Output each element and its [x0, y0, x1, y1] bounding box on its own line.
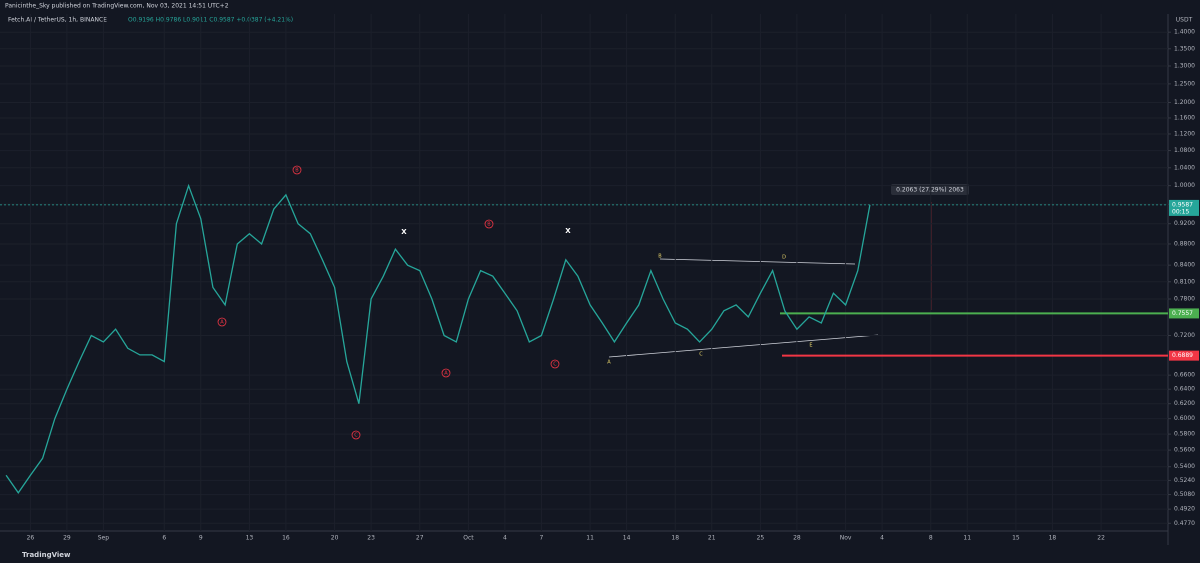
y-tick-label: 1.1200 — [1174, 130, 1195, 137]
wave-label: A — [444, 371, 448, 377]
price-line — [5, 183, 871, 494]
axis-unit: USDT — [1176, 17, 1193, 24]
wave-label: D — [782, 255, 786, 261]
y-tick-label: 1.0800 — [1174, 147, 1195, 154]
y-tick-label: 0.5600 — [1174, 447, 1195, 454]
x-tick-label: Oct — [463, 535, 474, 542]
triangle-lower-line — [608, 334, 879, 358]
wave-label: X — [565, 227, 571, 235]
wave-label: A — [220, 320, 224, 326]
measure-box — [891, 184, 969, 195]
y-tick-label: 0.8400 — [1174, 262, 1195, 269]
level-label: 0.6889 — [1172, 352, 1193, 359]
y-tick-label: 0.4920 — [1174, 506, 1195, 513]
y-tick-label: 1.0000 — [1174, 182, 1195, 189]
y-tick-label: 1.1600 — [1174, 114, 1195, 121]
y-tick-label: 0.6600 — [1174, 372, 1195, 379]
x-tick-label: 9 — [199, 535, 203, 542]
y-tick-label: 1.0400 — [1174, 164, 1195, 171]
x-tick-label: 20 — [331, 535, 339, 542]
y-tick-label: 0.8800 — [1174, 240, 1195, 247]
level-tag — [1169, 350, 1199, 361]
y-tick-label: 0.5240 — [1174, 477, 1195, 484]
x-tick-label: 4 — [503, 535, 507, 542]
x-tick-label: 22 — [1097, 535, 1105, 542]
x-tick-label: 15 — [1012, 535, 1020, 542]
y-tick-label: 1.3500 — [1174, 45, 1195, 52]
wave-label: B — [295, 168, 299, 174]
wave-label: C — [699, 352, 703, 358]
y-tick-label: 0.5800 — [1174, 431, 1195, 438]
y-tick-label: 0.8100 — [1174, 278, 1195, 285]
wave-label: B — [658, 254, 662, 260]
published-note: Panicinthe_Sky published on TradingView.… — [5, 3, 229, 10]
level-tag — [1169, 199, 1199, 216]
y-tick-label: 0.6200 — [1174, 400, 1195, 407]
x-tick-label: 18 — [671, 535, 679, 542]
x-tick-label: 6 — [162, 535, 166, 542]
y-tick-label: 1.2500 — [1174, 80, 1195, 87]
y-tick-label: 0.9200 — [1174, 220, 1195, 227]
y-tick-label: 0.5400 — [1174, 463, 1195, 470]
footer-brand: TradingView — [22, 551, 71, 559]
x-tick-label: 8 — [929, 535, 933, 542]
x-tick-label: 27 — [416, 535, 424, 542]
wave-circle — [441, 368, 451, 378]
y-tick-label: 1.2000 — [1174, 99, 1195, 106]
y-tick-label: 0.4770 — [1174, 520, 1195, 527]
y-tick-label: 1.4000 — [1174, 29, 1195, 36]
level-label: 0.9587 — [1172, 201, 1193, 208]
y-tick-label: 1.3000 — [1174, 63, 1195, 70]
wave-circle — [550, 359, 560, 369]
x-tick-label: 11 — [963, 535, 971, 542]
level-tag — [1169, 308, 1199, 319]
level-label: 0.7557 — [1172, 310, 1193, 317]
wave-label: B — [487, 222, 491, 228]
x-tick-label: 23 — [367, 535, 375, 542]
x-tick-label: 7 — [540, 535, 544, 542]
x-tick-label: 14 — [623, 535, 631, 542]
wave-label: C — [354, 433, 358, 439]
symbol: Fetch.AI / TetherUS, 1h, BINANCE — [8, 17, 107, 24]
y-tick-label: 0.6000 — [1174, 415, 1195, 422]
x-tick-label: 4 — [880, 535, 884, 542]
x-tick-label: 13 — [246, 535, 254, 542]
x-tick-label: 16 — [282, 535, 290, 542]
x-tick-label: 29 — [63, 535, 71, 542]
x-tick-label: Sep — [98, 535, 110, 542]
level-sublabel: 00:15 — [1172, 208, 1189, 215]
x-tick-label: Nov — [840, 535, 852, 542]
wave-circle — [484, 219, 494, 229]
wave-label: A — [607, 360, 611, 366]
x-tick-label: 25 — [757, 535, 765, 542]
y-tick-label: 0.5080 — [1174, 491, 1195, 498]
wave-label: E — [809, 343, 812, 349]
x-tick-label: 21 — [708, 535, 716, 542]
x-tick-label: 18 — [1049, 535, 1057, 542]
y-tick-label: 0.6400 — [1174, 386, 1195, 393]
wave-circle — [217, 317, 227, 327]
x-tick-label: 26 — [27, 535, 35, 542]
triangle-upper-line — [659, 258, 856, 265]
y-tick-label: 0.7200 — [1174, 332, 1195, 339]
wave-label: X — [401, 228, 407, 236]
wave-label: C — [553, 362, 557, 368]
wave-circle — [292, 165, 302, 175]
ohlc: O0.9196 H0.9786 L0.9011 C0.9587 +0.0387 … — [128, 17, 293, 24]
measure-label: 0.2063 (27.29%) 2063 — [896, 187, 964, 194]
wave-circle — [351, 430, 361, 440]
x-tick-label: 11 — [586, 535, 594, 542]
y-tick-label: 0.7800 — [1174, 295, 1195, 302]
x-tick-label: 28 — [793, 535, 801, 542]
